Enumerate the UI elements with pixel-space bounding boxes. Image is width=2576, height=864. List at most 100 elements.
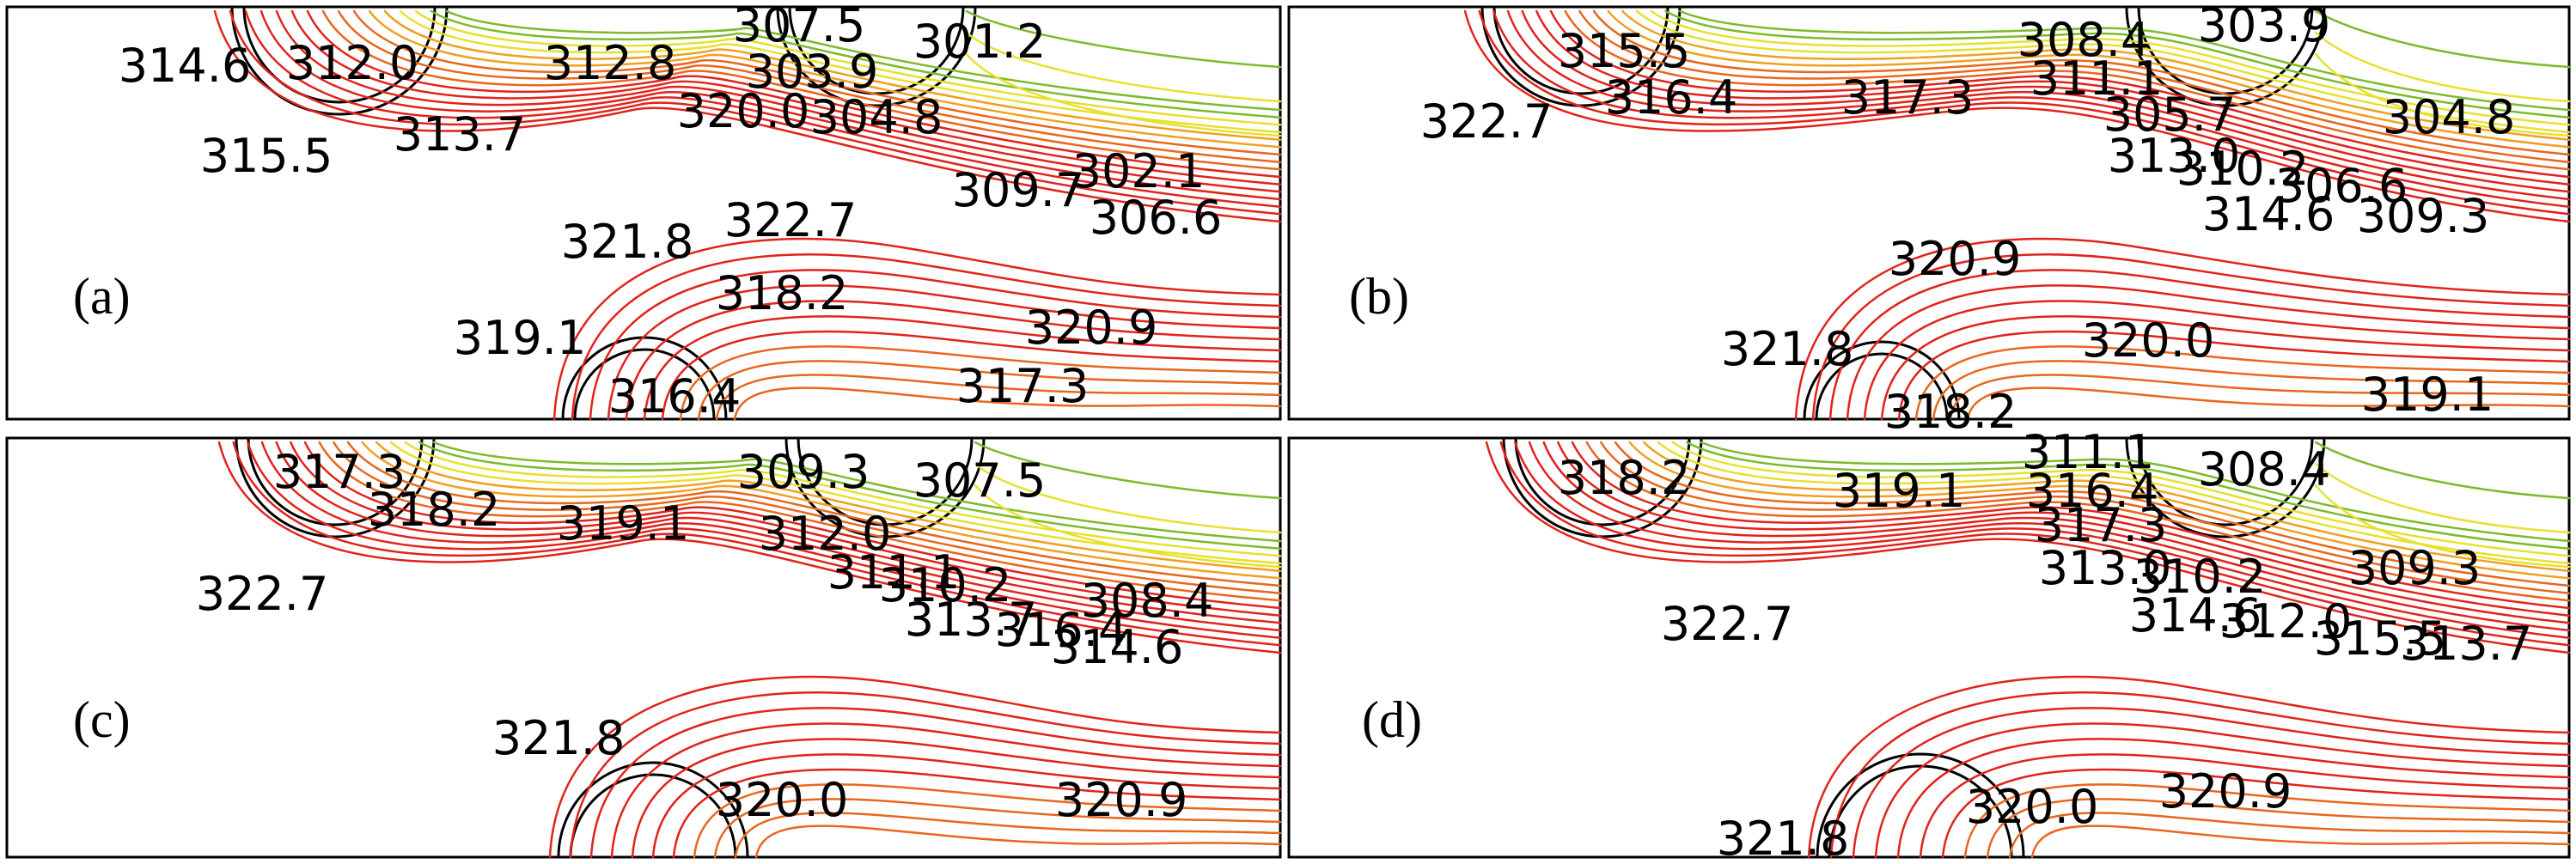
contour-value-label: 316.4 <box>1605 70 1738 125</box>
contour-value-label: 309.7 <box>952 163 1085 217</box>
top-right-tube-outline <box>776 6 977 107</box>
upper-isotherm-line <box>1506 9 2571 201</box>
upper-isotherm-line <box>414 9 1282 126</box>
upper-isotherm-line <box>321 9 1282 171</box>
contour-value-label: 313.7 <box>905 593 1038 647</box>
upper-isotherm-line <box>333 441 1282 594</box>
upper-isotherm-line <box>1578 9 2571 163</box>
cold-isotherm-line <box>974 484 1282 569</box>
upper-isotherm-line <box>445 9 1282 112</box>
upper-isotherm-line <box>1607 9 2571 149</box>
cold-isotherm-line <box>2314 52 2571 137</box>
lower-isotherm-line <box>569 691 1282 859</box>
upper-isotherm-line <box>1671 441 2571 557</box>
lower-isotherm-line <box>610 722 1282 859</box>
panel-letter: (b) <box>1349 268 1409 325</box>
upper-isotherm-line <box>1514 441 2571 639</box>
contour-value-label: 311.1 <box>2022 425 2155 479</box>
lower-isotherm-line <box>1852 707 2571 859</box>
contour-value-label: 302.1 <box>1072 144 1206 198</box>
bottom-tube-outline <box>557 761 749 858</box>
contour-value-label: 315.5 <box>1558 24 1691 78</box>
upper-isotherm-line <box>1549 9 2571 179</box>
contour-value-label: 318.2 <box>716 266 849 320</box>
upper-isotherm-line <box>1621 9 2571 141</box>
upper-isotherm-line <box>1492 9 2571 208</box>
contour-value-label: 320.0 <box>716 773 849 827</box>
lower-isotherm-line <box>1914 345 2571 421</box>
upper-isotherm-line <box>1521 9 2571 193</box>
contour-value-label: 320.9 <box>1889 232 2022 286</box>
contour-value-label: 310.2 <box>879 558 1012 612</box>
lower-isotherm-line <box>1919 753 2571 859</box>
panel-frame <box>5 436 1282 859</box>
lower-isotherm-line <box>661 330 1282 421</box>
bottom-tube-outline-inner <box>573 348 716 420</box>
upper-isotherm-line <box>1678 9 2571 112</box>
contour-value-label: 321.8 <box>492 711 626 765</box>
contour-value-label: 303.9 <box>2198 0 2331 52</box>
upper-isotherm-line <box>1564 9 2571 171</box>
contour-value-label: 315.5 <box>2314 611 2447 666</box>
bottom-tube-outline <box>1816 752 2025 858</box>
contour-value-label: 309.3 <box>2348 541 2481 595</box>
contour-value-label: 321.8 <box>1717 812 1850 864</box>
contour-value-label: 312.8 <box>544 36 677 90</box>
contour-value-label: 310.2 <box>2176 142 2310 196</box>
contour-value-label: 309.3 <box>737 445 870 499</box>
contour-value-label: 309.3 <box>2357 189 2490 243</box>
upper-isotherm-line <box>1650 9 2571 126</box>
cold-isotherm-line <box>2314 441 2571 500</box>
lower-isotherm-line <box>713 798 1282 859</box>
cold-isotherm-line <box>965 9 1282 69</box>
top-left-tube-outline-inner <box>247 437 424 526</box>
top-left-tube-outline-inner <box>242 6 436 104</box>
cold-isotherm-line <box>2314 31 2571 103</box>
contour-value-label: 317.3 <box>273 445 406 499</box>
lower-isotherm-line <box>1963 783 2571 859</box>
contour-value-label: 306.6 <box>2275 159 2408 213</box>
upper-isotherm-line <box>1542 441 2571 624</box>
cold-isotherm-line <box>974 441 1282 500</box>
contour-value-label: 320.9 <box>1025 301 1158 355</box>
upper-isotherm-line <box>430 9 1282 119</box>
upper-isotherm-line <box>375 441 1282 572</box>
upper-isotherm-line <box>1635 9 2571 134</box>
contour-value-label: 321.8 <box>1721 322 1854 376</box>
bottom-tube-outline <box>561 336 728 420</box>
lower-isotherm-line <box>715 374 1282 421</box>
contour-value-label: 312.0 <box>759 507 892 561</box>
lower-isotherm-line <box>1828 269 2571 421</box>
lower-isotherm-line <box>2008 812 2571 859</box>
upper-isotherm-line <box>418 441 1282 550</box>
contour-value-label: 320.0 <box>1966 780 2099 834</box>
upper-isotherm-line <box>1478 9 2571 216</box>
top-right-tube-outline <box>2125 6 2326 107</box>
contour-value-label: 303.9 <box>746 45 879 99</box>
cold-isotherm-line <box>2314 462 2571 534</box>
contour-value-label: 301.2 <box>913 15 1047 69</box>
contour-value-label: 315.5 <box>200 129 333 183</box>
cold-isotherm-line <box>965 52 1282 137</box>
contour-value-label: 319.1 <box>2361 368 2494 422</box>
contour-value-label: 308.4 <box>1081 574 1214 628</box>
panel-letter: (a) <box>73 268 131 325</box>
lower-isotherm-line <box>607 284 1282 421</box>
contour-value-label: 317.3 <box>956 359 1090 413</box>
lower-isotherm-line <box>631 738 1282 859</box>
lower-isotherm-line <box>1897 330 2571 421</box>
contour-value-label: 314.6 <box>2129 588 2262 642</box>
upper-isotherm-line <box>1485 441 2571 654</box>
lower-isotherm-line <box>1966 386 2571 421</box>
contour-value-label: 322.7 <box>196 567 329 621</box>
lower-isotherm-line <box>1794 237 2571 421</box>
contour-value-label: 319.1 <box>1833 464 1966 518</box>
top-left-tube-outline <box>230 6 449 116</box>
contour-value-label: 316.4 <box>2026 464 2159 518</box>
contour-value-label: 316.4 <box>995 603 1128 657</box>
lower-isotherm-line <box>1863 300 2571 421</box>
upper-isotherm-line <box>389 441 1282 565</box>
lower-isotherm-line <box>589 269 1282 421</box>
